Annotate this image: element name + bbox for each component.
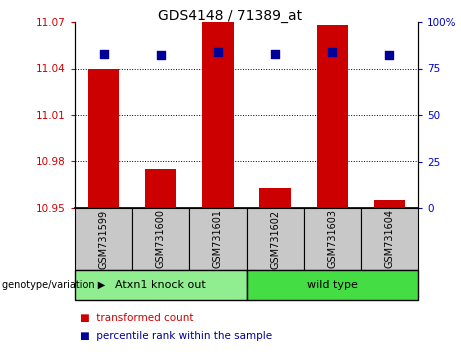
Bar: [317, 25, 348, 208]
Point: [214, 49, 222, 55]
Bar: [75, 208, 132, 270]
Text: wild type: wild type: [307, 280, 358, 290]
Point: [272, 51, 279, 56]
Text: Atxn1 knock out: Atxn1 knock out: [115, 280, 206, 290]
Bar: [75, 270, 247, 300]
Bar: [247, 208, 304, 270]
Text: ■  percentile rank within the sample: ■ percentile rank within the sample: [80, 331, 272, 341]
Text: GSM731600: GSM731600: [156, 210, 166, 268]
Text: genotype/variation ▶: genotype/variation ▶: [2, 280, 106, 290]
Bar: [202, 22, 234, 208]
Bar: [145, 169, 177, 208]
Text: GSM731601: GSM731601: [213, 210, 223, 268]
Bar: [132, 208, 189, 270]
Point: [100, 51, 107, 56]
Text: GSM731604: GSM731604: [384, 210, 395, 268]
Text: GSM731599: GSM731599: [99, 210, 109, 269]
Text: ■  transformed count: ■ transformed count: [80, 313, 193, 324]
Text: GDS4148 / 71389_at: GDS4148 / 71389_at: [159, 9, 302, 23]
Bar: [260, 188, 291, 208]
Bar: [189, 208, 247, 270]
Point: [157, 53, 165, 58]
Bar: [361, 208, 418, 270]
Text: GSM731603: GSM731603: [327, 210, 337, 268]
Point: [329, 49, 336, 55]
Bar: [247, 270, 418, 300]
Point: [386, 53, 393, 58]
Bar: [88, 69, 119, 208]
Bar: [374, 200, 405, 208]
Text: GSM731602: GSM731602: [270, 210, 280, 269]
Bar: [304, 208, 361, 270]
